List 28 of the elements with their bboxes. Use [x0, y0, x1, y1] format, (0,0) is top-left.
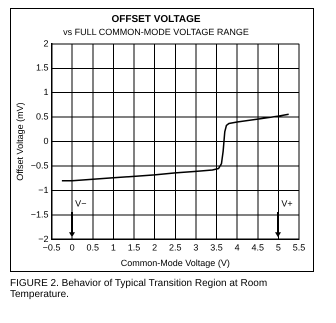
y-tick-label: 2 [44, 38, 49, 48]
y-tick-label: 1.5 [36, 62, 49, 73]
x-tick-label: 0.5 [86, 242, 100, 252]
y-tick-label: 0 [44, 136, 49, 146]
x-tick-label: 2.5 [169, 242, 182, 252]
y-tick-label: −1.5 [30, 209, 49, 220]
x-tick-label: 5.5 [292, 242, 306, 252]
x-axis-title: Common-Mode Voltage (V) [120, 258, 230, 268]
y-axis-title: Offset Voltage (mV) [14, 102, 25, 181]
y-tick-label: −0.5 [30, 160, 49, 171]
chart-title: OFFSET VOLTAGE [111, 14, 201, 25]
y-tick-label: −1 [38, 184, 49, 195]
x-tick-label: 0 [70, 242, 75, 252]
y-tick-label: 1 [44, 87, 49, 98]
x-tick-label: 1.5 [128, 242, 140, 252]
x-tick-label: 1 [110, 242, 116, 252]
x-tick-label: 4 [234, 242, 240, 252]
caption: FIGURE 2. Behavior of Typical Transition Region at Room Temperature. [9, 278, 268, 300]
annotation: V+ [281, 198, 293, 209]
y-tick-label: 0.5 [36, 112, 49, 122]
chart-subtitle: vs FULL COMMON-MODE VOLTAGE RANGE [63, 26, 249, 37]
x-tick-label: 3.5 [210, 242, 223, 252]
x-tick-label: 3 [193, 242, 198, 252]
x-tick-label: 4.5 [252, 242, 264, 252]
annotation: V− [75, 198, 86, 209]
y-tick-label: −2 [38, 234, 49, 244]
x-tick-label: 5 [276, 242, 281, 252]
x-tick-label: 2 [152, 242, 158, 252]
